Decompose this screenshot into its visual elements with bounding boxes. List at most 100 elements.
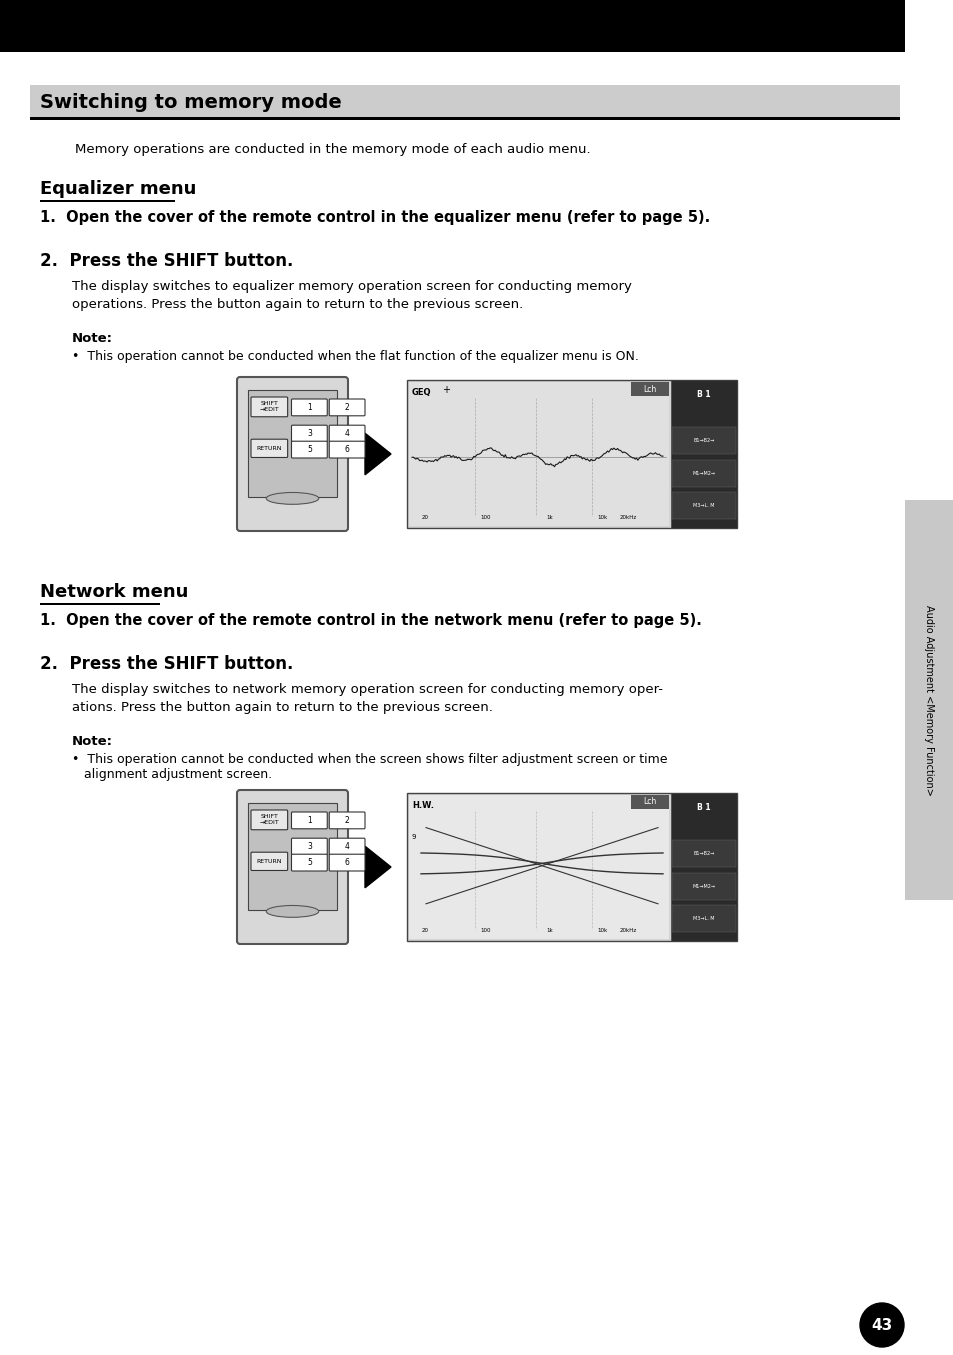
Text: ations. Press the button again to return to the previous screen.: ations. Press the button again to return… (71, 701, 493, 714)
Bar (407, 793, 737, 940)
Text: 2.  Press the SHIFT button.: 2. Press the SHIFT button. (40, 654, 294, 673)
Text: 3: 3 (307, 841, 312, 851)
Ellipse shape (266, 905, 318, 917)
Text: operations. Press the button again to return to the previous screen.: operations. Press the button again to re… (71, 298, 522, 312)
Text: 1.  Open the cover of the remote control in the equalizer menu (refer to page 5): 1. Open the cover of the remote control … (40, 210, 709, 225)
Bar (671, 905, 735, 932)
Text: 10k: 10k (597, 928, 606, 934)
Text: alignment adjustment screen.: alignment adjustment screen. (71, 768, 272, 780)
FancyBboxPatch shape (236, 377, 348, 531)
FancyBboxPatch shape (251, 397, 288, 417)
Text: 5: 5 (307, 444, 312, 454)
Bar (409, 382, 668, 526)
Circle shape (859, 1304, 903, 1347)
Bar (670, 793, 737, 940)
Polygon shape (365, 847, 391, 888)
Text: 6: 6 (344, 858, 349, 867)
FancyBboxPatch shape (329, 398, 365, 416)
Text: 2.  Press the SHIFT button.: 2. Press the SHIFT button. (40, 252, 294, 270)
Text: Network menu: Network menu (40, 583, 188, 602)
Text: +: + (441, 385, 450, 396)
Text: RETURN: RETURN (256, 446, 282, 451)
Bar (671, 459, 735, 486)
Text: The display switches to equalizer memory operation screen for conducting memory: The display switches to equalizer memory… (71, 280, 631, 293)
FancyBboxPatch shape (329, 812, 365, 829)
Bar (248, 390, 336, 496)
FancyBboxPatch shape (236, 790, 348, 944)
FancyBboxPatch shape (251, 852, 288, 870)
Bar (904, 0, 953, 1355)
Text: Audio Adjustment <Memory Function>: Audio Adjustment <Memory Function> (923, 604, 934, 795)
Bar (0, 0, 904, 51)
FancyBboxPatch shape (292, 812, 327, 829)
Bar (904, 500, 953, 900)
Text: SHIFT
→EDIT: SHIFT →EDIT (259, 401, 279, 412)
Text: Lch: Lch (642, 385, 656, 393)
FancyBboxPatch shape (292, 425, 327, 442)
Bar (30, 117, 899, 119)
Text: Lch: Lch (642, 798, 656, 806)
Text: 20: 20 (421, 515, 428, 520)
Ellipse shape (266, 492, 318, 504)
Text: 1: 1 (307, 402, 312, 412)
FancyBboxPatch shape (292, 839, 327, 855)
Text: 1.  Open the cover of the remote control in the network menu (refer to page 5).: 1. Open the cover of the remote control … (40, 612, 701, 627)
FancyBboxPatch shape (329, 839, 365, 855)
Bar (248, 804, 336, 909)
Text: Note:: Note: (71, 332, 112, 346)
Text: M3→L. M: M3→L. M (693, 916, 714, 921)
Text: 2: 2 (344, 816, 349, 825)
Text: •  This operation cannot be conducted when the screen shows filter adjustment sc: • This operation cannot be conducted whe… (71, 753, 667, 766)
Text: H.W.: H.W. (412, 801, 434, 810)
Text: 1k: 1k (545, 928, 552, 934)
FancyBboxPatch shape (292, 442, 327, 458)
Text: •  This operation cannot be conducted when the flat function of the equalizer me: • This operation cannot be conducted whe… (71, 350, 639, 363)
Bar (40, 603, 160, 604)
Text: B 1: B 1 (697, 804, 710, 812)
Text: 43: 43 (870, 1317, 892, 1332)
Text: M3→L. M: M3→L. M (693, 503, 714, 508)
Text: GEQ: GEQ (412, 388, 431, 397)
Bar (670, 379, 737, 528)
Bar (671, 873, 735, 900)
Text: 10k: 10k (597, 515, 606, 520)
Text: M1→M2→: M1→M2→ (692, 883, 715, 889)
Text: 20kHz: 20kHz (619, 515, 637, 520)
Text: 9: 9 (412, 835, 416, 840)
Text: Memory operations are conducted in the memory mode of each audio menu.: Memory operations are conducted in the m… (75, 144, 590, 156)
Bar (40, 201, 174, 202)
Text: M1→M2→: M1→M2→ (692, 470, 715, 476)
Bar (407, 379, 737, 528)
FancyBboxPatch shape (329, 442, 365, 458)
Text: 3: 3 (307, 430, 312, 438)
Text: 1: 1 (307, 816, 312, 825)
Bar (630, 795, 668, 809)
Text: B1→B2→: B1→B2→ (693, 438, 714, 443)
Text: B 1: B 1 (697, 390, 710, 398)
Text: RETURN: RETURN (256, 859, 282, 864)
Text: The display switches to network memory operation screen for conducting memory op: The display switches to network memory o… (71, 683, 662, 696)
Bar (409, 795, 668, 939)
Text: 2: 2 (344, 402, 349, 412)
Text: 1k: 1k (545, 515, 552, 520)
FancyBboxPatch shape (251, 439, 288, 458)
Text: SHIFT
→EDIT: SHIFT →EDIT (259, 814, 279, 825)
Bar (671, 427, 735, 454)
Text: Note:: Note: (71, 734, 112, 748)
FancyBboxPatch shape (292, 398, 327, 416)
Polygon shape (365, 434, 391, 474)
FancyBboxPatch shape (329, 854, 365, 871)
Text: 4: 4 (344, 841, 349, 851)
Bar (30, 85, 899, 117)
Text: 20kHz: 20kHz (619, 928, 637, 934)
Bar (630, 382, 668, 396)
FancyBboxPatch shape (251, 810, 288, 829)
Text: 5: 5 (307, 858, 312, 867)
Text: 4: 4 (344, 430, 349, 438)
Text: 6: 6 (344, 444, 349, 454)
Bar (671, 492, 735, 519)
FancyBboxPatch shape (292, 854, 327, 871)
Text: 100: 100 (480, 928, 491, 934)
Bar (671, 840, 735, 867)
Text: 100: 100 (480, 515, 491, 520)
